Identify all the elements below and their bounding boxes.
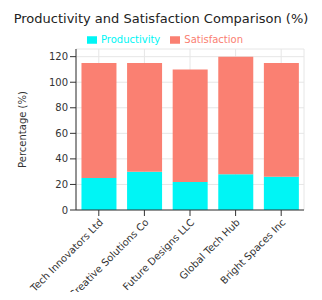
svg-text:120: 120: [49, 51, 68, 62]
svg-text:Global Tech Hub: Global Tech Hub: [177, 216, 242, 282]
html-text:Productivity and Satisfaction: Productivity and Satisfaction Comparison…: [13, 11, 309, 26]
svg-text:100: 100: [49, 77, 68, 88]
svg-text:80: 80: [55, 102, 68, 113]
svg-text:40: 40: [55, 153, 68, 164]
svg-text:Bright Spaces Inc: Bright Spaces Inc: [218, 217, 287, 286]
svg-text:0: 0: [62, 205, 68, 216]
html-text:Productivity: Productivity: [101, 34, 161, 45]
svg-text:60: 60: [55, 128, 68, 139]
svg-text:20: 20: [55, 179, 68, 190]
html-text:Satisfaction: Satisfaction: [184, 34, 243, 45]
svg-text:Percentage (%): Percentage (%): [17, 91, 28, 168]
